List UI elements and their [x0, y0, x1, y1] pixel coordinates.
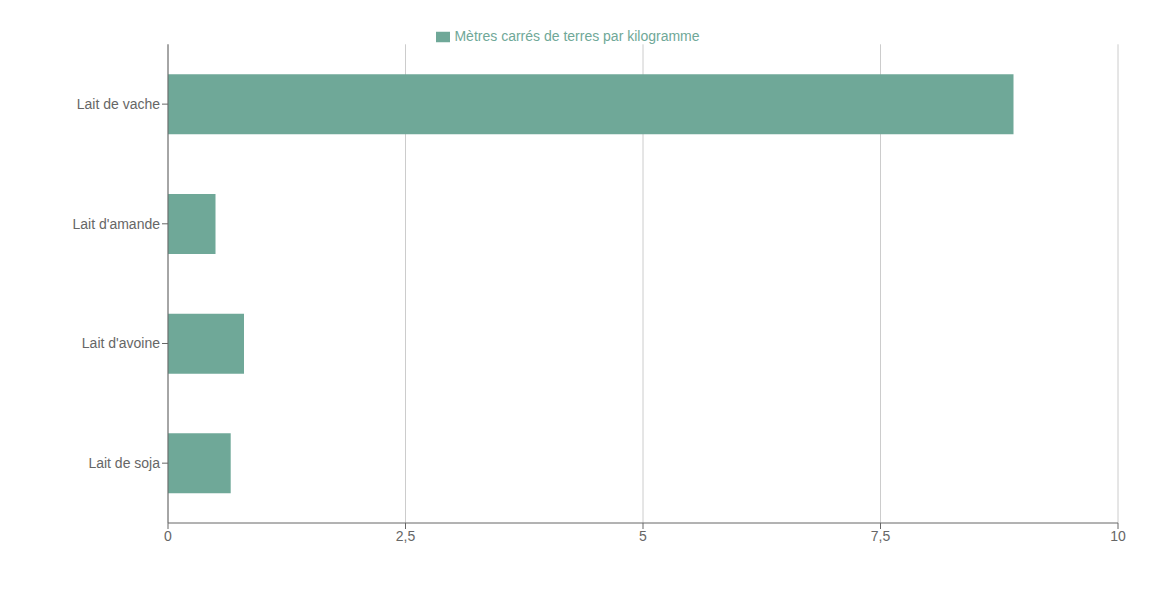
svg-text:10: 10 [1110, 528, 1126, 544]
svg-text:Lait de soja: Lait de soja [88, 455, 160, 471]
svg-text:7,5: 7,5 [871, 528, 891, 544]
svg-text:Lait d'amande: Lait d'amande [72, 216, 160, 232]
svg-text:0: 0 [164, 528, 172, 544]
svg-text:2,5: 2,5 [396, 528, 416, 544]
svg-text:5: 5 [639, 528, 647, 544]
svg-text:Lait de vache: Lait de vache [77, 96, 160, 112]
html-text:Mètres carrés de terres par ki: Mètres carrés de terres par kilogramme [454, 28, 700, 44]
svg-text:Lait d'avoine: Lait d'avoine [82, 335, 160, 351]
